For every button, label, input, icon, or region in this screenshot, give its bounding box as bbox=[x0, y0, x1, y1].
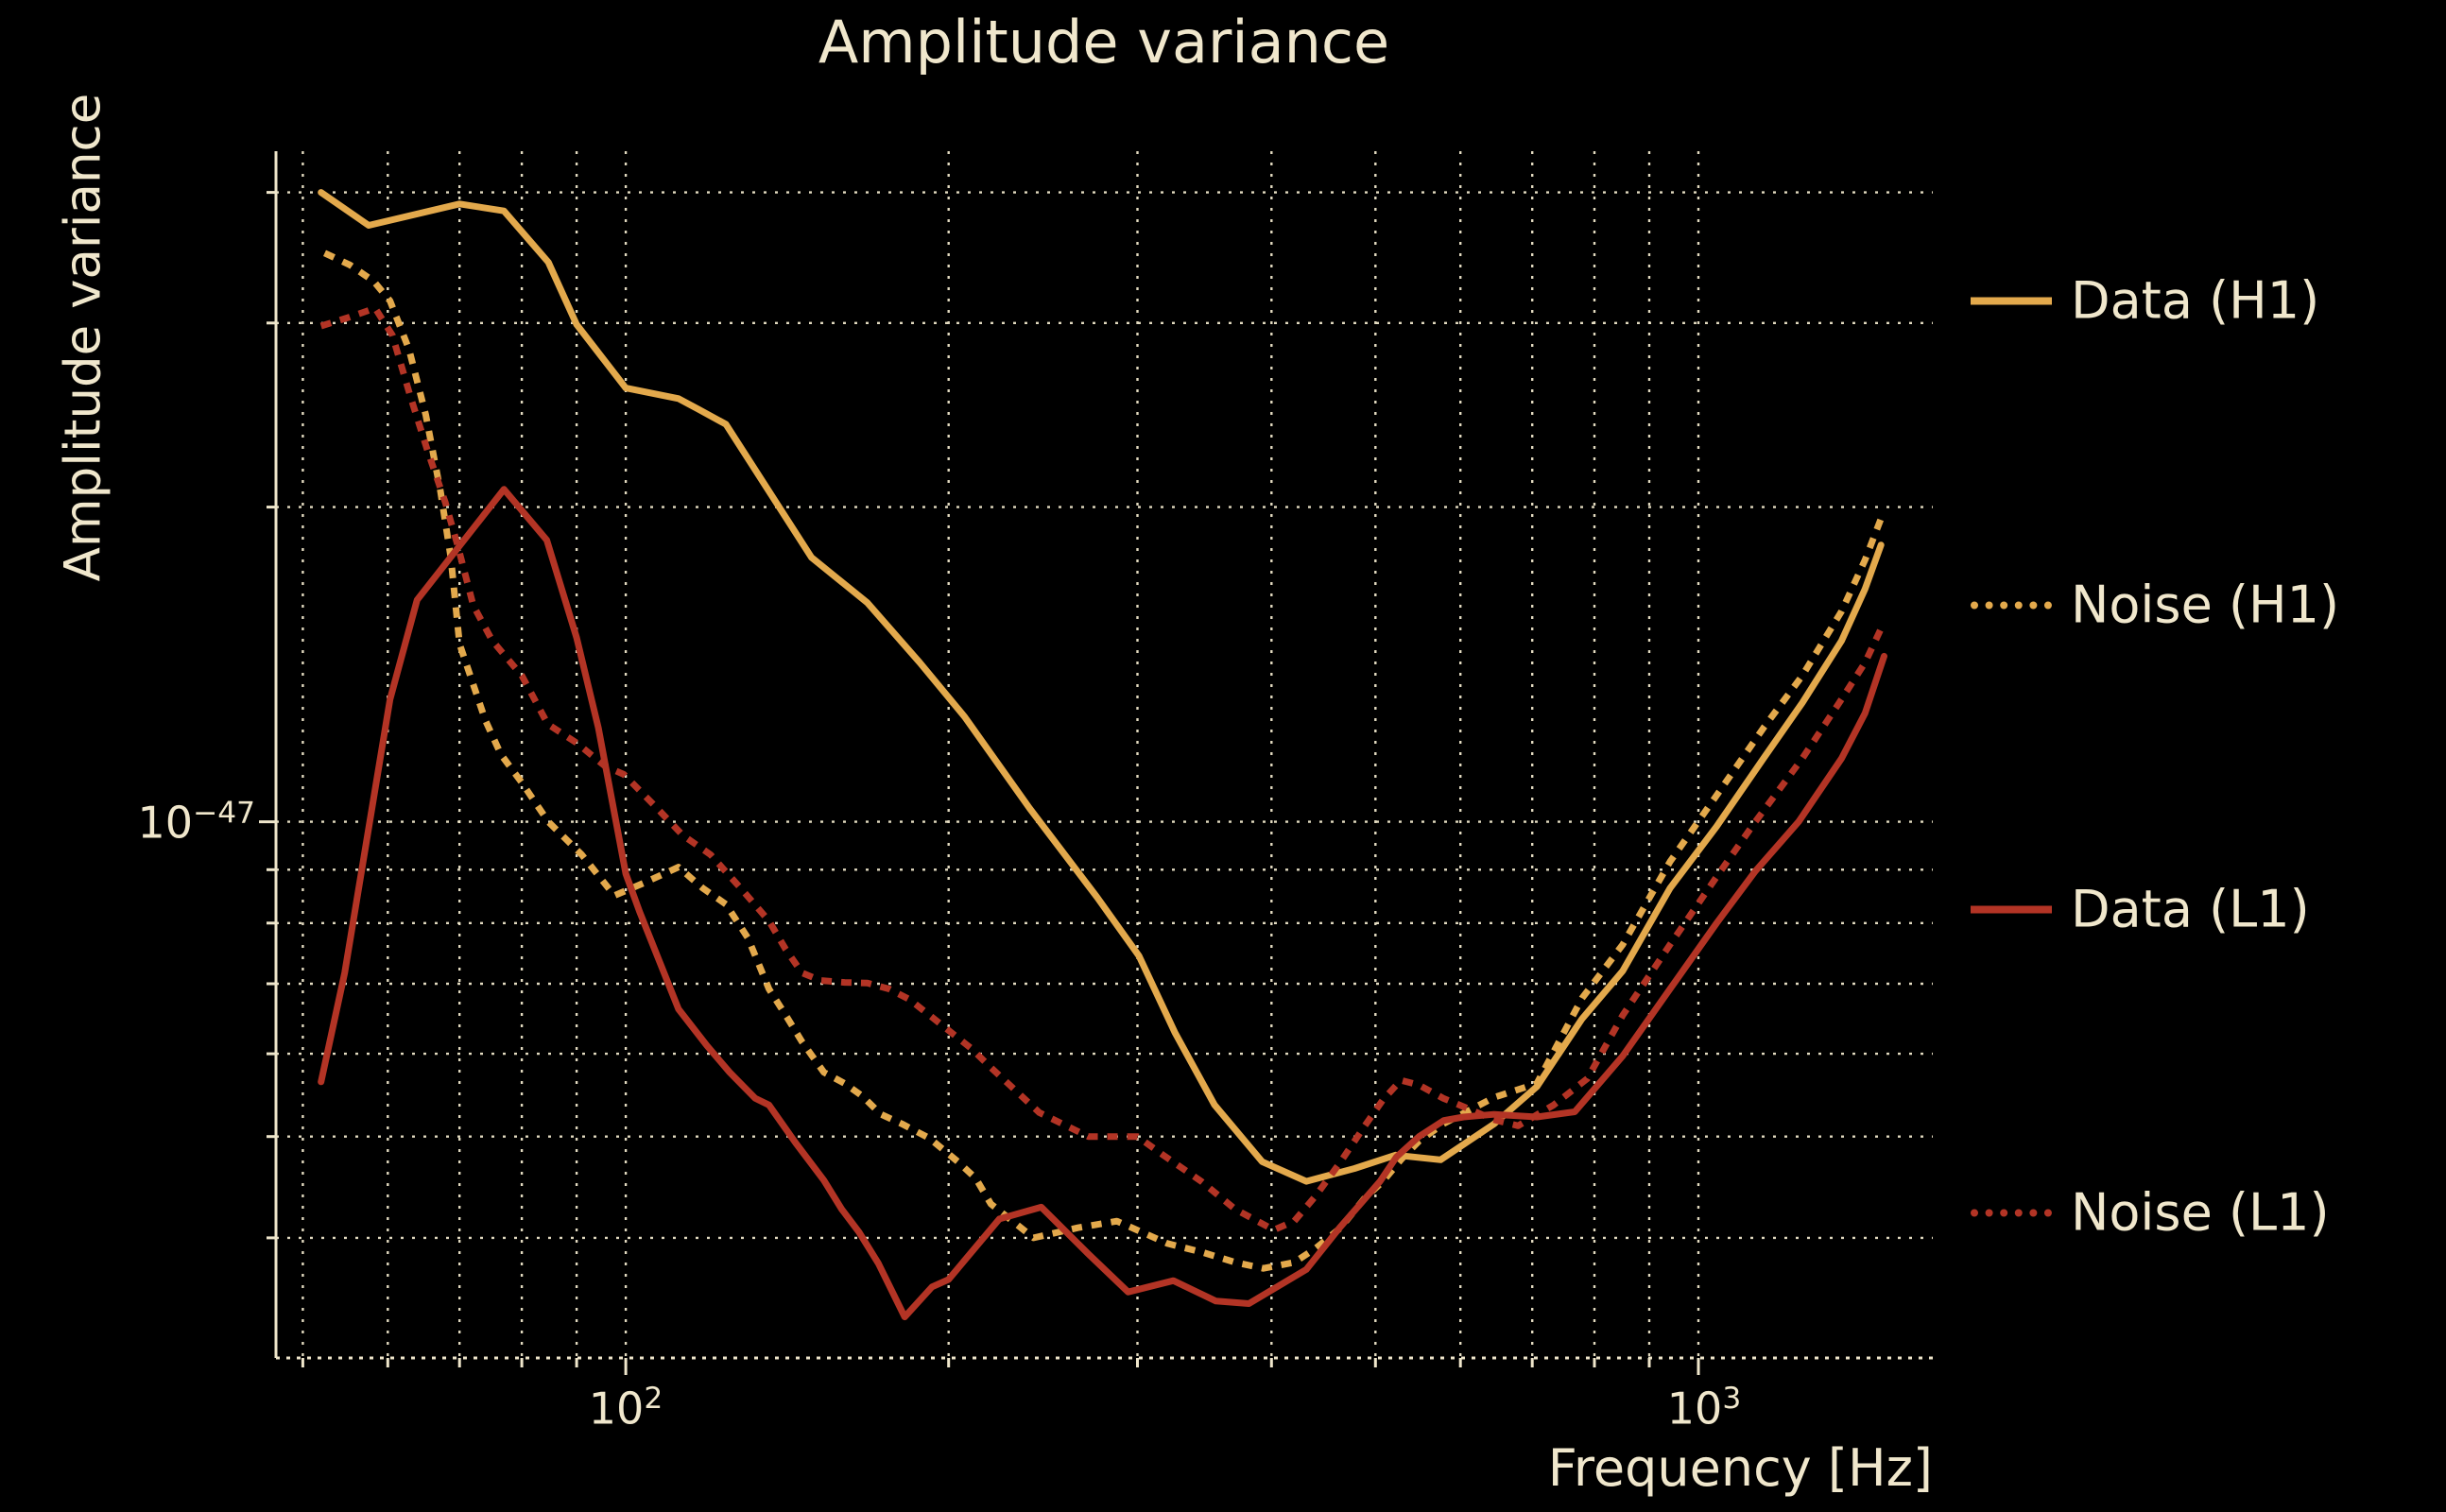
legend-item-noise-l1: Noise (L1) bbox=[1971, 1183, 2330, 1243]
y-axis-label: Amplitude variance bbox=[54, 93, 112, 582]
legend-item-noise-h1: Noise (H1) bbox=[1971, 576, 2339, 635]
x-tick-base: 10 bbox=[1666, 1383, 1723, 1435]
legend-label: Noise (H1) bbox=[2071, 575, 2340, 635]
legend-item-data-h1: Data (H1) bbox=[1971, 271, 2319, 331]
y-tick-label-1e-47: 10−47 bbox=[113, 796, 255, 848]
legend-label: Data (H1) bbox=[2071, 270, 2320, 331]
legend-item-data-l1: Data (L1) bbox=[1971, 880, 2310, 939]
legend-swatch-dotted-gold bbox=[1971, 601, 2052, 609]
legend-label: Noise (L1) bbox=[2071, 1182, 2330, 1243]
x-tick-exponent: 2 bbox=[644, 1382, 663, 1416]
y-tick-base: 10 bbox=[137, 797, 194, 849]
chart-title: Amplitude variance bbox=[818, 8, 1390, 77]
legend-label: Data (L1) bbox=[2071, 879, 2310, 939]
x-tick-label-100: 102 bbox=[589, 1382, 663, 1434]
series-data-l1- bbox=[318, 486, 1887, 1321]
x-axis-label: Frequency [Hz] bbox=[1547, 1438, 1933, 1498]
series-data-h1- bbox=[318, 189, 1885, 1185]
series-noise-l1- bbox=[319, 304, 1885, 1233]
series-noise-h1- bbox=[323, 249, 1885, 1272]
y-tick-exponent: −47 bbox=[193, 796, 255, 831]
legend-swatch-solid-gold bbox=[1971, 297, 2052, 304]
legend-swatch-solid-red bbox=[1971, 905, 2052, 913]
x-tick-label-1000: 103 bbox=[1667, 1382, 1741, 1434]
x-tick-exponent: 3 bbox=[1722, 1382, 1742, 1416]
legend-swatch-dotted-red bbox=[1971, 1209, 2052, 1216]
x-tick-base: 10 bbox=[588, 1383, 645, 1435]
